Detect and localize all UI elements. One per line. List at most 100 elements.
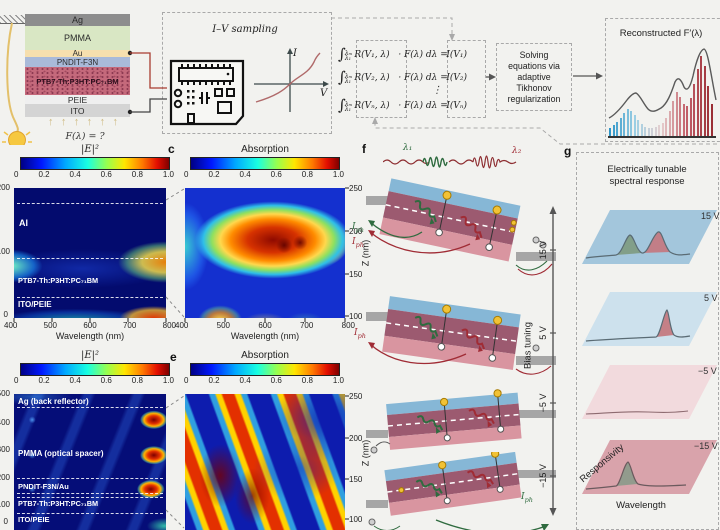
- up-arrow-icon: ↑: [60, 116, 67, 128]
- panel-e-ytick: 200: [349, 434, 363, 443]
- layer-ito-label: ITO: [70, 105, 85, 116]
- tick: 0.2: [38, 376, 50, 385]
- plane-label-5v: 5 V: [704, 293, 718, 303]
- panel-d-title-text: |E|²: [80, 350, 100, 361]
- solver-line: Solving: [519, 50, 549, 60]
- tick: 0.8: [131, 170, 143, 179]
- iv-y-axis-label: I: [293, 48, 297, 59]
- interface-line: [17, 478, 163, 479]
- layer-pndit: PNDIT-F3N: [25, 57, 130, 67]
- panel-c-title: Absorption: [241, 144, 289, 155]
- up-arrow-icon: ↑: [73, 116, 80, 128]
- tick: 1.0: [162, 376, 174, 385]
- panel-b-xlabel: Wavelength (nm): [55, 331, 125, 341]
- integral-lower-limit: λ₁: [344, 106, 352, 113]
- responsivity-term: R(Vₙ, λ): [354, 101, 390, 111]
- responsivity-plane-minus15v: [582, 440, 717, 494]
- tick: 500: [43, 321, 58, 330]
- layer-active: PTB7-Th:P3HT:PC₇₁BM: [25, 67, 130, 95]
- incident-spectrum-label: F(λ) = ?: [65, 131, 105, 142]
- layer-au-label: Au: [72, 49, 83, 58]
- spectrum-bar: [682, 104, 685, 136]
- lamp-wire-and-bulb: [2, 22, 32, 145]
- iv-sampling-title: I–V sampling: [212, 24, 278, 35]
- tick: 400: [4, 321, 18, 330]
- iph-subscript: ph: [355, 225, 364, 234]
- heat-layer-label: PTB7-Th:P3HT:PC₇₁BM: [18, 276, 99, 285]
- iph-subscript: ph: [524, 495, 533, 504]
- iph-symbol: I: [352, 237, 356, 247]
- panel-d-title: |E|²: [40, 350, 140, 361]
- integral-sign: ∫: [338, 45, 346, 63]
- panel-d-colorbar-ticks: 0 0.2 0.4 0.6 0.8 1.0: [14, 376, 174, 385]
- tick: 0.4: [69, 170, 81, 179]
- tick: 700: [122, 321, 137, 330]
- interface-line: [17, 297, 163, 298]
- panel-e-heatmap: [185, 394, 345, 530]
- reconstructed-title: Reconstructed F′(λ): [619, 28, 703, 39]
- heat-layer-label: Ag (back reflector): [18, 397, 89, 406]
- bias-tick-minus5v: −5 V: [538, 393, 548, 413]
- incident-light-arrows: ↑ ↑ ↑ ↑ ↑ ↑: [48, 117, 118, 128]
- interface-line: [17, 258, 163, 259]
- up-arrow-icon: ↑: [99, 116, 106, 128]
- panel-c-ytick: 200: [349, 227, 363, 236]
- band-diagram-5v: [366, 296, 556, 375]
- tick: 700: [299, 321, 314, 330]
- tick: 1.0: [162, 170, 174, 179]
- panel-g-letter: g: [564, 144, 572, 158]
- panel-c-heatmap: [185, 188, 345, 318]
- panel-e-ytick: 100: [349, 515, 363, 524]
- layer-pmma: PMMA: [25, 26, 130, 50]
- tick: 0.6: [270, 170, 282, 179]
- spectrum-bar: [693, 84, 696, 136]
- spectrum-bar: [710, 104, 713, 136]
- tick: 800: [341, 321, 355, 330]
- heat-layer-label: PMMA (optical spacer): [18, 449, 104, 458]
- reconstructed-envelope-curve: [608, 48, 717, 119]
- layer-peie: PEIE: [25, 95, 130, 105]
- dual-wavelength-waveform: [383, 155, 517, 169]
- panel-c-colorbar: [190, 157, 340, 170]
- responsivity-term: R(V₁, λ): [354, 50, 390, 60]
- panel-e-title: Absorption: [241, 350, 289, 361]
- iv-curve-graph: [254, 48, 329, 112]
- panel-b-colorbar-ticks: 0 0.2 0.4 0.6 0.8 1.0: [14, 170, 174, 179]
- iph-symbol: I: [521, 492, 525, 502]
- panel-b-title: |E|²: [40, 144, 140, 155]
- iph-symbol: I: [354, 328, 358, 338]
- iph-subscript: ph: [357, 331, 366, 340]
- panel-d-heatmap: Ag (back reflector) PMMA (optical spacer…: [14, 394, 166, 530]
- current-term: I(V₂): [446, 73, 467, 83]
- current-term: I(Vₙ): [446, 101, 468, 111]
- panel-g-title-line2: spectral response: [609, 176, 685, 187]
- equation-mid: · F(λ) dλ =: [398, 73, 448, 83]
- responsivity-column-box: [356, 40, 407, 118]
- iph-symbol: I: [352, 222, 356, 232]
- panel-b-xticks: 400 500 600 700 800: [4, 321, 176, 330]
- panel-b-heatmap: Al PTB7-Th:P3HT:PC₇₁BM ITO/PEIE: [14, 188, 166, 318]
- light-bulb-icon: [2, 131, 32, 145]
- panel-e-colorbar: [190, 363, 340, 376]
- tick: 0.2: [38, 170, 50, 179]
- spectrum-bar: [707, 86, 710, 136]
- layer-pmma-label: PMMA: [64, 33, 91, 43]
- panel-b-colorbar: [20, 157, 170, 170]
- panel-d-ytick: 100: [0, 500, 10, 509]
- responsivity-plane-15v: [582, 210, 717, 264]
- panel-e-ytick: 150: [349, 475, 363, 484]
- tick: 600: [83, 321, 97, 330]
- layer-ag: Ag: [25, 14, 130, 26]
- wavelength-axis-label: Wavelength: [616, 500, 666, 511]
- spectrum-bar: [700, 56, 703, 136]
- integral-upper-limit: λₘ: [344, 73, 353, 80]
- solver-line: Tikhonov: [516, 82, 552, 93]
- iph-label-red: Iph: [352, 237, 364, 249]
- lambda2-label: λ₂: [512, 146, 522, 156]
- responsivity-plane-5v: [582, 292, 717, 346]
- bias-tick-5v: 5 V: [538, 326, 548, 340]
- plane-label-15v: 15 V: [701, 211, 720, 221]
- tick: 0.8: [301, 376, 313, 385]
- current-column-box: [447, 40, 486, 118]
- panel-d-ytick: 0: [3, 517, 8, 526]
